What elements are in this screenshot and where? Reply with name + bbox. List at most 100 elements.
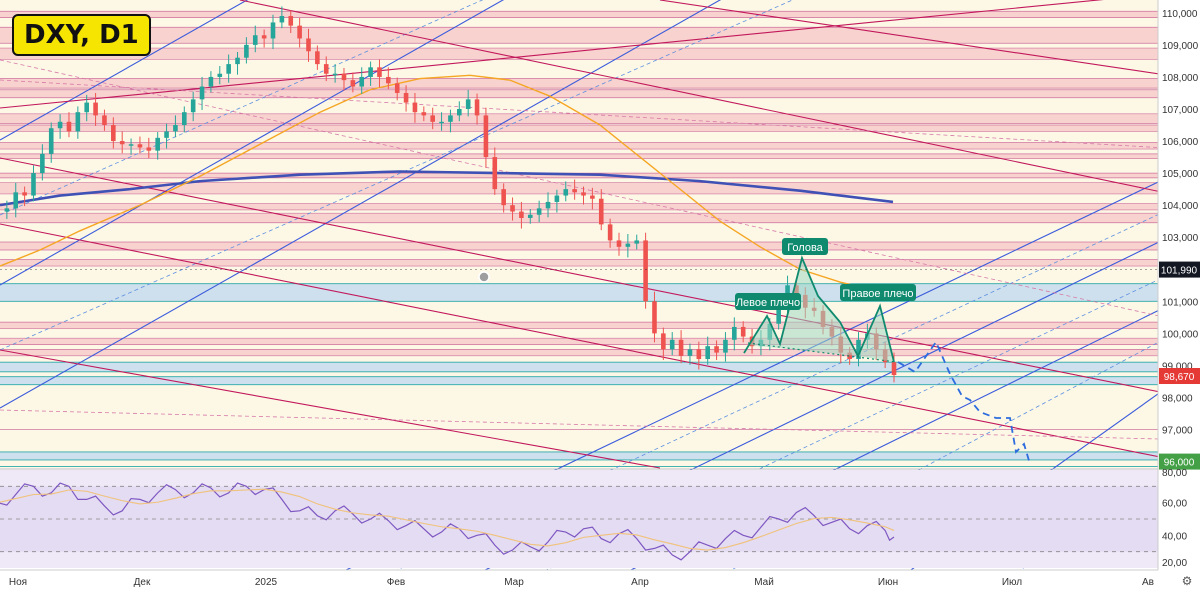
marker-dot — [478, 271, 490, 283]
candle-body — [590, 195, 595, 199]
resistance-zone — [0, 153, 1158, 159]
resistance-zone — [0, 182, 1158, 194]
pattern-label-text: Левое плечо — [736, 297, 800, 309]
horizontal-zones — [0, 11, 1158, 460]
candle-body — [581, 192, 586, 196]
candle-body — [377, 67, 382, 77]
candle-body — [332, 73, 338, 76]
target-price-tag: 96,000 — [1159, 453, 1200, 470]
candle-body — [190, 99, 196, 113]
candle-body — [519, 211, 524, 218]
resistance-zone — [0, 349, 1158, 356]
time-tick-label: 2025 — [255, 577, 278, 588]
candle-body — [297, 25, 302, 39]
pattern-label-text: Правое плечо — [842, 288, 913, 300]
ticker-label: DXY, D1 — [12, 14, 151, 56]
rsi-tick-label: 60,00 — [1162, 499, 1187, 510]
price-tag-text: 98,670 — [1164, 372, 1195, 383]
downtrend-line — [0, 157, 1200, 401]
candle-body — [306, 38, 311, 52]
candle-body — [252, 35, 258, 45]
label-bg — [735, 293, 801, 310]
downtrend-line — [659, 0, 1200, 81]
price-tag-bg — [1159, 368, 1200, 385]
candle-body — [368, 67, 373, 77]
time-tick-label: Дек — [134, 577, 151, 588]
resistance-zone — [0, 213, 1158, 223]
price-tick-label: 101,000 — [1162, 297, 1199, 308]
resistance-zone — [0, 203, 1158, 210]
candle-body — [13, 192, 19, 209]
resistance-zone — [0, 11, 1158, 18]
pattern-fill — [748, 258, 858, 356]
candle-body — [776, 307, 781, 324]
last-price-tag: 98,670 — [1159, 368, 1200, 385]
pattern-outline — [743, 255, 895, 363]
candle-body — [661, 333, 666, 350]
candle-body — [40, 153, 45, 174]
price-tag-text: 96,000 — [1164, 458, 1195, 469]
candle-body — [350, 80, 356, 87]
candle-body — [341, 73, 347, 81]
rsi-tick-label: 20,00 — [1162, 558, 1187, 569]
channel-line-dashed — [0, 0, 484, 216]
rsi-signal-line — [0, 488, 895, 551]
label-bg — [840, 284, 916, 301]
time-tick-label: Май — [754, 577, 774, 588]
time-tick-label: Апр — [631, 577, 649, 588]
candle-body — [527, 214, 533, 218]
candle-body — [208, 76, 214, 87]
channel-line — [0, 0, 505, 286]
candle-body — [696, 349, 702, 360]
time-tick-label: Июн — [878, 577, 898, 588]
channel-line — [0, 0, 722, 409]
candle-body — [111, 125, 116, 142]
price-tick-label: 105,000 — [1162, 169, 1199, 180]
candle-body — [261, 35, 267, 39]
candle-body — [678, 339, 684, 356]
candle-body — [217, 73, 223, 77]
candle-body — [279, 16, 285, 23]
time-tick-label: Июл — [1002, 577, 1022, 588]
candle-body — [22, 192, 27, 196]
candle-body — [457, 108, 462, 116]
axis-bg — [1158, 0, 1200, 592]
downtrend-line-dashed — [0, 59, 1200, 326]
resistance-zone — [0, 89, 1158, 98]
resistance-zone — [0, 113, 1158, 124]
candle-body — [545, 201, 551, 209]
settings-gear-icon[interactable]: ⚙ — [1181, 574, 1193, 588]
resistance-zone — [0, 259, 1158, 267]
pattern-label-right-shoulder: Правое плечо — [840, 284, 916, 301]
support-zone — [0, 451, 1158, 460]
candle-body — [652, 301, 657, 334]
pattern-fill — [858, 306, 894, 362]
candle-body — [226, 64, 231, 74]
moving-average-slow — [0, 170, 894, 207]
candle-body — [244, 44, 249, 58]
candle-body — [421, 112, 427, 116]
price-tick-label: 98,000 — [1162, 393, 1193, 404]
moving-average-fast — [0, 74, 881, 293]
channel-line-dashed — [689, 319, 1200, 593]
candle-body — [323, 64, 329, 74]
projected-path — [897, 340, 1031, 465]
candle-body — [128, 144, 134, 146]
candle-body — [412, 102, 418, 113]
candle-body — [155, 137, 160, 151]
candle-body — [93, 102, 98, 116]
support-zone — [0, 283, 1158, 302]
rsi-axis: 80,00 60,00 40,00 20,00 — [1162, 468, 1187, 569]
candle-body — [643, 240, 648, 302]
candle-body — [146, 147, 152, 151]
candle-body — [740, 326, 746, 337]
resistance-zone — [0, 338, 1158, 345]
candle-body — [102, 115, 107, 126]
candle-body — [66, 121, 72, 132]
candle-body — [492, 157, 498, 190]
candle-body — [430, 115, 435, 122]
price-tick-label: 100,000 — [1162, 329, 1199, 340]
price-tick-label: 97,000 — [1162, 426, 1193, 437]
